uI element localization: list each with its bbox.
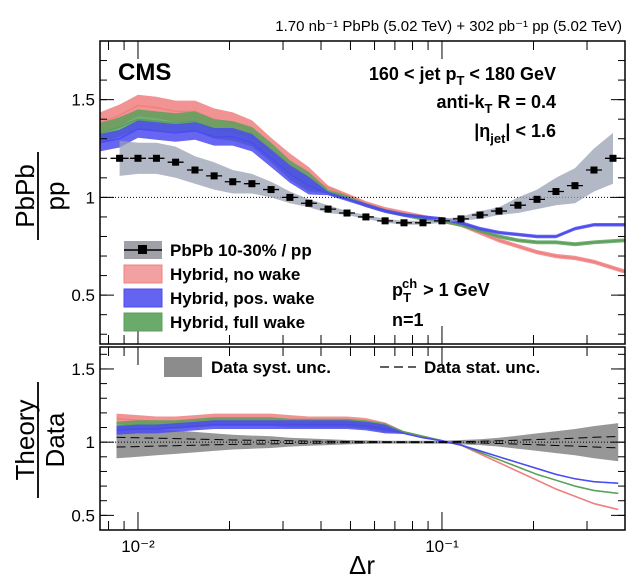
data-point (571, 182, 579, 190)
track-pt-label: pch T > 1 GeV (392, 276, 490, 305)
x-axis-label: Δr (349, 550, 375, 579)
data-point (495, 207, 503, 215)
upper-ylabel-den: pp (40, 182, 70, 211)
data-point (400, 219, 408, 227)
upper-band-hybrid-pos-wake (100, 120, 625, 239)
legend-pos-wake-swatch (123, 288, 163, 308)
data-point (381, 217, 389, 225)
data-point (552, 188, 560, 196)
data-point (286, 193, 294, 201)
data-point (343, 209, 351, 217)
data-point (590, 166, 598, 174)
upper-line-hybrid-pos-wake (100, 128, 625, 238)
lower-y-label: Theory Data (10, 382, 70, 498)
data-point (514, 201, 522, 209)
y-tick-label: 0.5 (71, 286, 95, 305)
lower-line-hybrid-pos-wake (116, 423, 619, 484)
upper-frame (99, 40, 626, 345)
upper-ylabel-num: PbPb (10, 164, 40, 228)
legend-data: PbPb 10-30% / pp (170, 241, 312, 260)
data-point (457, 215, 465, 223)
data-point (419, 219, 427, 227)
x-tick-label: 10⁻² (121, 537, 155, 556)
y-tick-label: 0.5 (71, 506, 95, 525)
y-tick-label: 1 (86, 188, 95, 207)
data-point (172, 158, 180, 166)
x-tick-label: 10⁻¹ (425, 537, 459, 556)
legend-full-wake-swatch (123, 312, 163, 332)
data-point (609, 154, 617, 162)
lower-axis-ticks: 0.5 1 1.5 10⁻² 10⁻¹ (71, 347, 626, 556)
upper-panel: 0.511.5 CMS 160 < jet pT < 180 GeV anti-… (10, 40, 626, 345)
upper-y-label: PbPb pp (10, 152, 70, 240)
data-point (210, 172, 218, 180)
data-point (229, 178, 237, 186)
cms-label: CMS (118, 59, 171, 86)
legend-syst: Data syst. unc. (211, 358, 331, 377)
legend-syst-swatch (164, 357, 202, 377)
data-point (362, 213, 370, 221)
data-point (305, 199, 313, 207)
luminosity-label: 1.70 nb⁻¹ PbPb (5.02 TeV) + 302 pb⁻¹ pp … (275, 18, 622, 35)
data-point (191, 166, 199, 174)
data-point (152, 154, 160, 162)
legend-full-wake: Hybrid, full wake (170, 313, 305, 332)
data-point (134, 154, 142, 162)
y-tick-label: 1.5 (71, 91, 95, 110)
legend-pos-wake: Hybrid, pos. wake (170, 289, 315, 308)
upper-model-bands (100, 94, 625, 274)
upper-axis-ticks: 0.5 1 1.5 (71, 40, 626, 344)
upper-data-points (110, 132, 621, 227)
data-point (324, 205, 332, 213)
data-point (438, 217, 446, 225)
n-label: n=1 (392, 310, 424, 330)
lower-legend: Data syst. unc. Data stat. unc. (164, 357, 540, 377)
legend-no-wake-swatch (123, 264, 163, 284)
stat-unc-lower-line (116, 442, 619, 449)
data-point (533, 195, 541, 203)
upper-legend: PbPb 10-30% / pp Hybrid, no wake Hybrid,… (123, 241, 315, 332)
lower-panel: 0.5 1 1.5 10⁻² 10⁻¹ Data syst. unc. Data sta… (10, 346, 626, 556)
y-tick-label: 1.5 (71, 360, 95, 379)
legend-no-wake: Hybrid, no wake (170, 265, 300, 284)
y-tick-label: 1 (86, 433, 95, 452)
lower-ylabel-den: Data (40, 412, 70, 467)
lower-frame (99, 346, 626, 531)
stat-unc-upper-line (116, 436, 619, 443)
upper-data-syst-band (119, 132, 613, 225)
lower-model-lines (116, 413, 619, 511)
data-point (267, 186, 275, 194)
data-point (476, 211, 484, 219)
legend-stat: Data stat. unc. (424, 358, 540, 377)
data-point (248, 180, 256, 188)
data-point (116, 154, 124, 162)
lower-ylabel-num: Theory (10, 400, 40, 481)
